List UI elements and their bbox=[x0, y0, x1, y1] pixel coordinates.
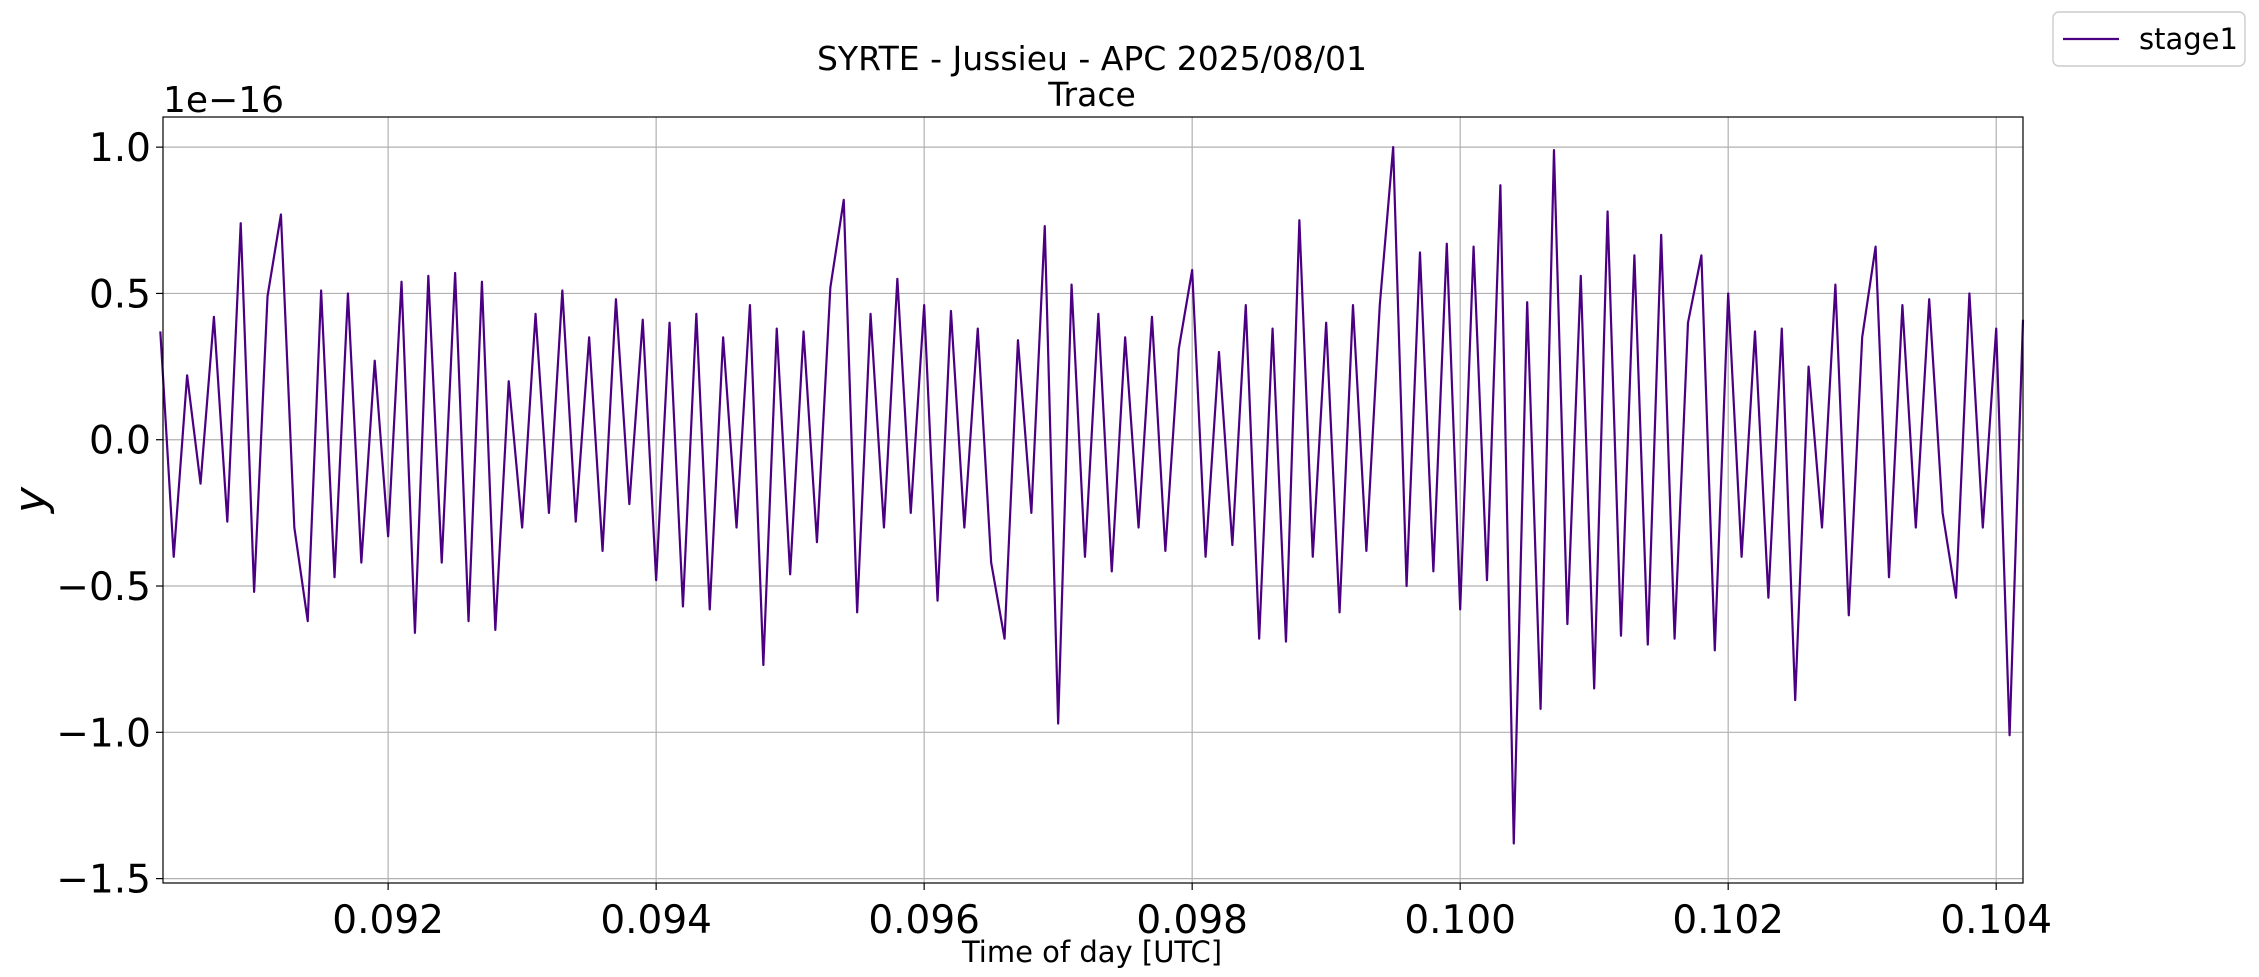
chart-title: SYRTE - Jussieu - APC 2025/08/01 bbox=[817, 39, 1367, 78]
x-axis-label: Time of day [UTC] bbox=[961, 935, 1222, 969]
y-axis-label: y bbox=[5, 486, 56, 515]
y-tick-label: 0.0 bbox=[89, 419, 151, 464]
x-tick-label: 0.098 bbox=[1136, 898, 1248, 943]
y-tick-label: 0.5 bbox=[89, 272, 151, 317]
x-tick-label: 0.096 bbox=[868, 898, 980, 943]
chart-subtitle: Trace bbox=[1047, 75, 1136, 114]
x-tick-label: 0.092 bbox=[332, 898, 444, 943]
x-tick-label: 0.104 bbox=[1940, 898, 2052, 943]
x-tick-label: 0.100 bbox=[1404, 898, 1516, 943]
legend-label: stage1 bbox=[2139, 22, 2238, 56]
plot-frame bbox=[162, 116, 2024, 884]
legend-box bbox=[2052, 11, 2246, 67]
y-tick-label: −1.5 bbox=[56, 858, 151, 903]
y-tick-label: −1.0 bbox=[56, 711, 151, 756]
y-tick-label: −0.5 bbox=[56, 565, 151, 610]
x-tick-label: 0.102 bbox=[1672, 898, 1784, 943]
series-line bbox=[159, 146, 2025, 845]
x-tick-label: 0.094 bbox=[600, 898, 712, 943]
y-offset-label: 1e−16 bbox=[163, 80, 284, 121]
y-tick-label: 1.0 bbox=[89, 126, 151, 171]
